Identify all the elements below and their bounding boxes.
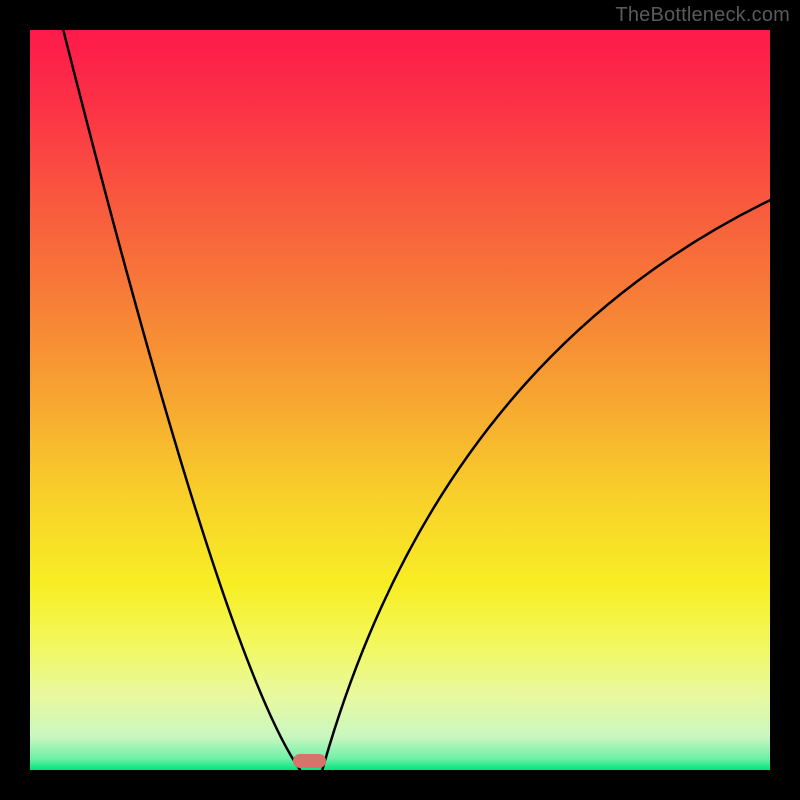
bottleneck-curve-plot [30,30,770,770]
gradient-background [30,30,770,770]
watermark-text: TheBottleneck.com [615,4,790,27]
optimum-marker [293,754,326,768]
chart-frame: TheBottleneck.com [0,0,800,800]
